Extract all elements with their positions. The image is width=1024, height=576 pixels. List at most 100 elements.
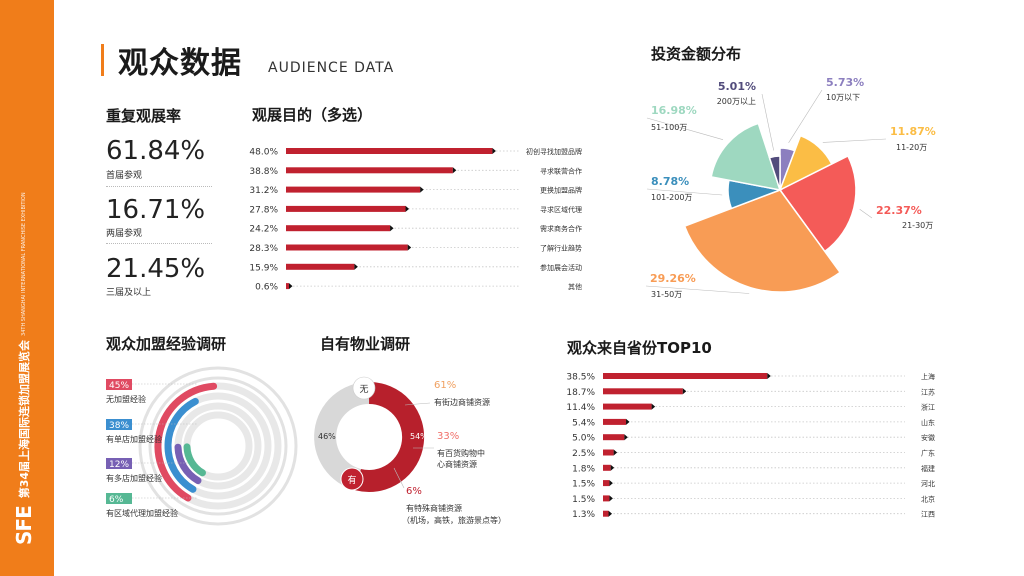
bar-value-label: 1.5% (572, 480, 595, 490)
bar-value-label: 2.5% (572, 449, 595, 459)
stat-label: 两届参观 (106, 229, 143, 239)
radial-bar (183, 443, 206, 477)
bar (603, 495, 610, 502)
bar-value-label: 11.4% (566, 403, 595, 413)
bar (603, 418, 627, 425)
donut-marker (340, 467, 364, 491)
breakdown-value-label: 33% (437, 431, 459, 442)
radial-bar (164, 397, 199, 493)
stat-value: 16.71% (106, 195, 206, 225)
bar (286, 186, 421, 193)
bar-category-label: 上海 (921, 372, 935, 381)
bar-value-label: 5.4% (572, 418, 595, 428)
radial-track (148, 376, 288, 516)
bar-tip (609, 480, 613, 487)
pie-slice (768, 155, 781, 191)
bar (286, 148, 493, 154)
pie-value-label: 16.98% (651, 104, 697, 117)
sidebar: SFE第34届上海国际连锁加盟展览会34TH SHANGHAI INTERNAT… (0, 0, 54, 576)
bar-tip (651, 403, 656, 410)
bar (286, 225, 391, 232)
pie-category-label: 11-20万 (896, 143, 927, 152)
pie-category-label: 31-50万 (651, 290, 682, 299)
bar-value-label: 18.7% (566, 388, 595, 398)
bar-category-label: 更换加盟品牌 (540, 186, 582, 195)
leader-line (646, 117, 724, 140)
bar-category-label: 安徽 (921, 433, 935, 442)
bar-category-label: 河北 (921, 480, 935, 488)
stat-divider (106, 186, 212, 188)
bar (603, 373, 768, 379)
bar (286, 263, 355, 270)
leader-line (645, 285, 750, 294)
radial-value-label: 6% (109, 495, 124, 505)
page-title: 观众数据 (118, 46, 242, 81)
bar-tip (492, 148, 496, 154)
stat-value: 61.84% (106, 136, 206, 166)
bar (603, 510, 609, 517)
bar-tip (682, 388, 687, 395)
bar-value-label: 38.5% (566, 373, 595, 383)
bar-tip (354, 263, 358, 270)
pie-category-label: 51-100万 (651, 123, 687, 132)
bar-category-label: 江西 (921, 511, 935, 519)
bar-value-label: 27.8% (249, 205, 278, 215)
pie-value-label: 11.87% (890, 125, 936, 138)
experience-chart-title: 观众加盟经验调研 (106, 335, 227, 353)
radial-bar (174, 443, 202, 485)
bar-category-label: 北京 (921, 494, 935, 503)
pie-category-label: 10万以下 (826, 93, 860, 102)
leader-line (788, 89, 823, 143)
pie-value-label: 5.73% (826, 76, 864, 89)
bar (603, 388, 683, 395)
stat-label: 首届参观 (106, 171, 143, 181)
bar-category-label: 福建 (921, 464, 935, 473)
title-accent-bar (101, 44, 104, 76)
bar-tip (289, 283, 293, 290)
page-subtitle: AUDIENCE DATA (268, 60, 395, 76)
bar-category-label: 广东 (921, 449, 935, 458)
bar-tip (767, 373, 771, 379)
bar-value-label: 1.3% (572, 510, 595, 520)
bar-tip (624, 434, 628, 441)
bar-tip (608, 510, 613, 517)
donut-category-label: 有 (347, 474, 356, 486)
bar-tip (405, 205, 410, 212)
bar (603, 434, 625, 441)
radial-value-badge (106, 458, 132, 469)
radial-category-label: 无加盟经验 (106, 394, 146, 404)
bar-category-label: 初创寻找加盟品牌 (526, 147, 582, 156)
radial-value-badge (106, 379, 132, 390)
pie-category-label: 200万以上 (717, 97, 756, 106)
bar-value-label: 28.3% (249, 244, 278, 254)
pie-value-label: 5.01% (718, 80, 756, 93)
bar-category-label: 了解行业趋势 (540, 244, 582, 253)
bar-category-label: 江苏 (921, 387, 935, 396)
donut-marker (352, 376, 376, 400)
stat-divider (106, 243, 212, 245)
bar-category-label: 寻求区域代理 (540, 205, 582, 214)
donut-value-label: 46% (318, 432, 336, 441)
bar (603, 480, 610, 487)
stat-value: 21.45% (106, 254, 206, 284)
radial-category-label: 有单店加盟经验 (106, 434, 162, 444)
bar-category-label: 需求商务合作 (540, 224, 582, 233)
breakdown-label: 有百货购物中 (437, 448, 485, 458)
bar-tip (407, 244, 412, 251)
donut-slice (355, 381, 425, 492)
bar-tip (613, 449, 618, 456)
radial-track (138, 366, 298, 526)
bar-value-label: 15.9% (249, 263, 278, 273)
bar-tip (452, 167, 457, 174)
bar-tip (610, 464, 615, 471)
bar-value-label: 48.0% (249, 148, 278, 158)
breakdown-label: 有特殊商铺资源 (406, 503, 462, 513)
bar-tip (626, 418, 630, 425)
pie-slice (778, 154, 857, 253)
leader-line (859, 209, 873, 219)
radial-bar (154, 382, 218, 502)
pie-category-label: 21-30万 (902, 221, 933, 230)
bar (286, 244, 408, 251)
radial-category-label: 有多店加盟经验 (106, 473, 162, 483)
